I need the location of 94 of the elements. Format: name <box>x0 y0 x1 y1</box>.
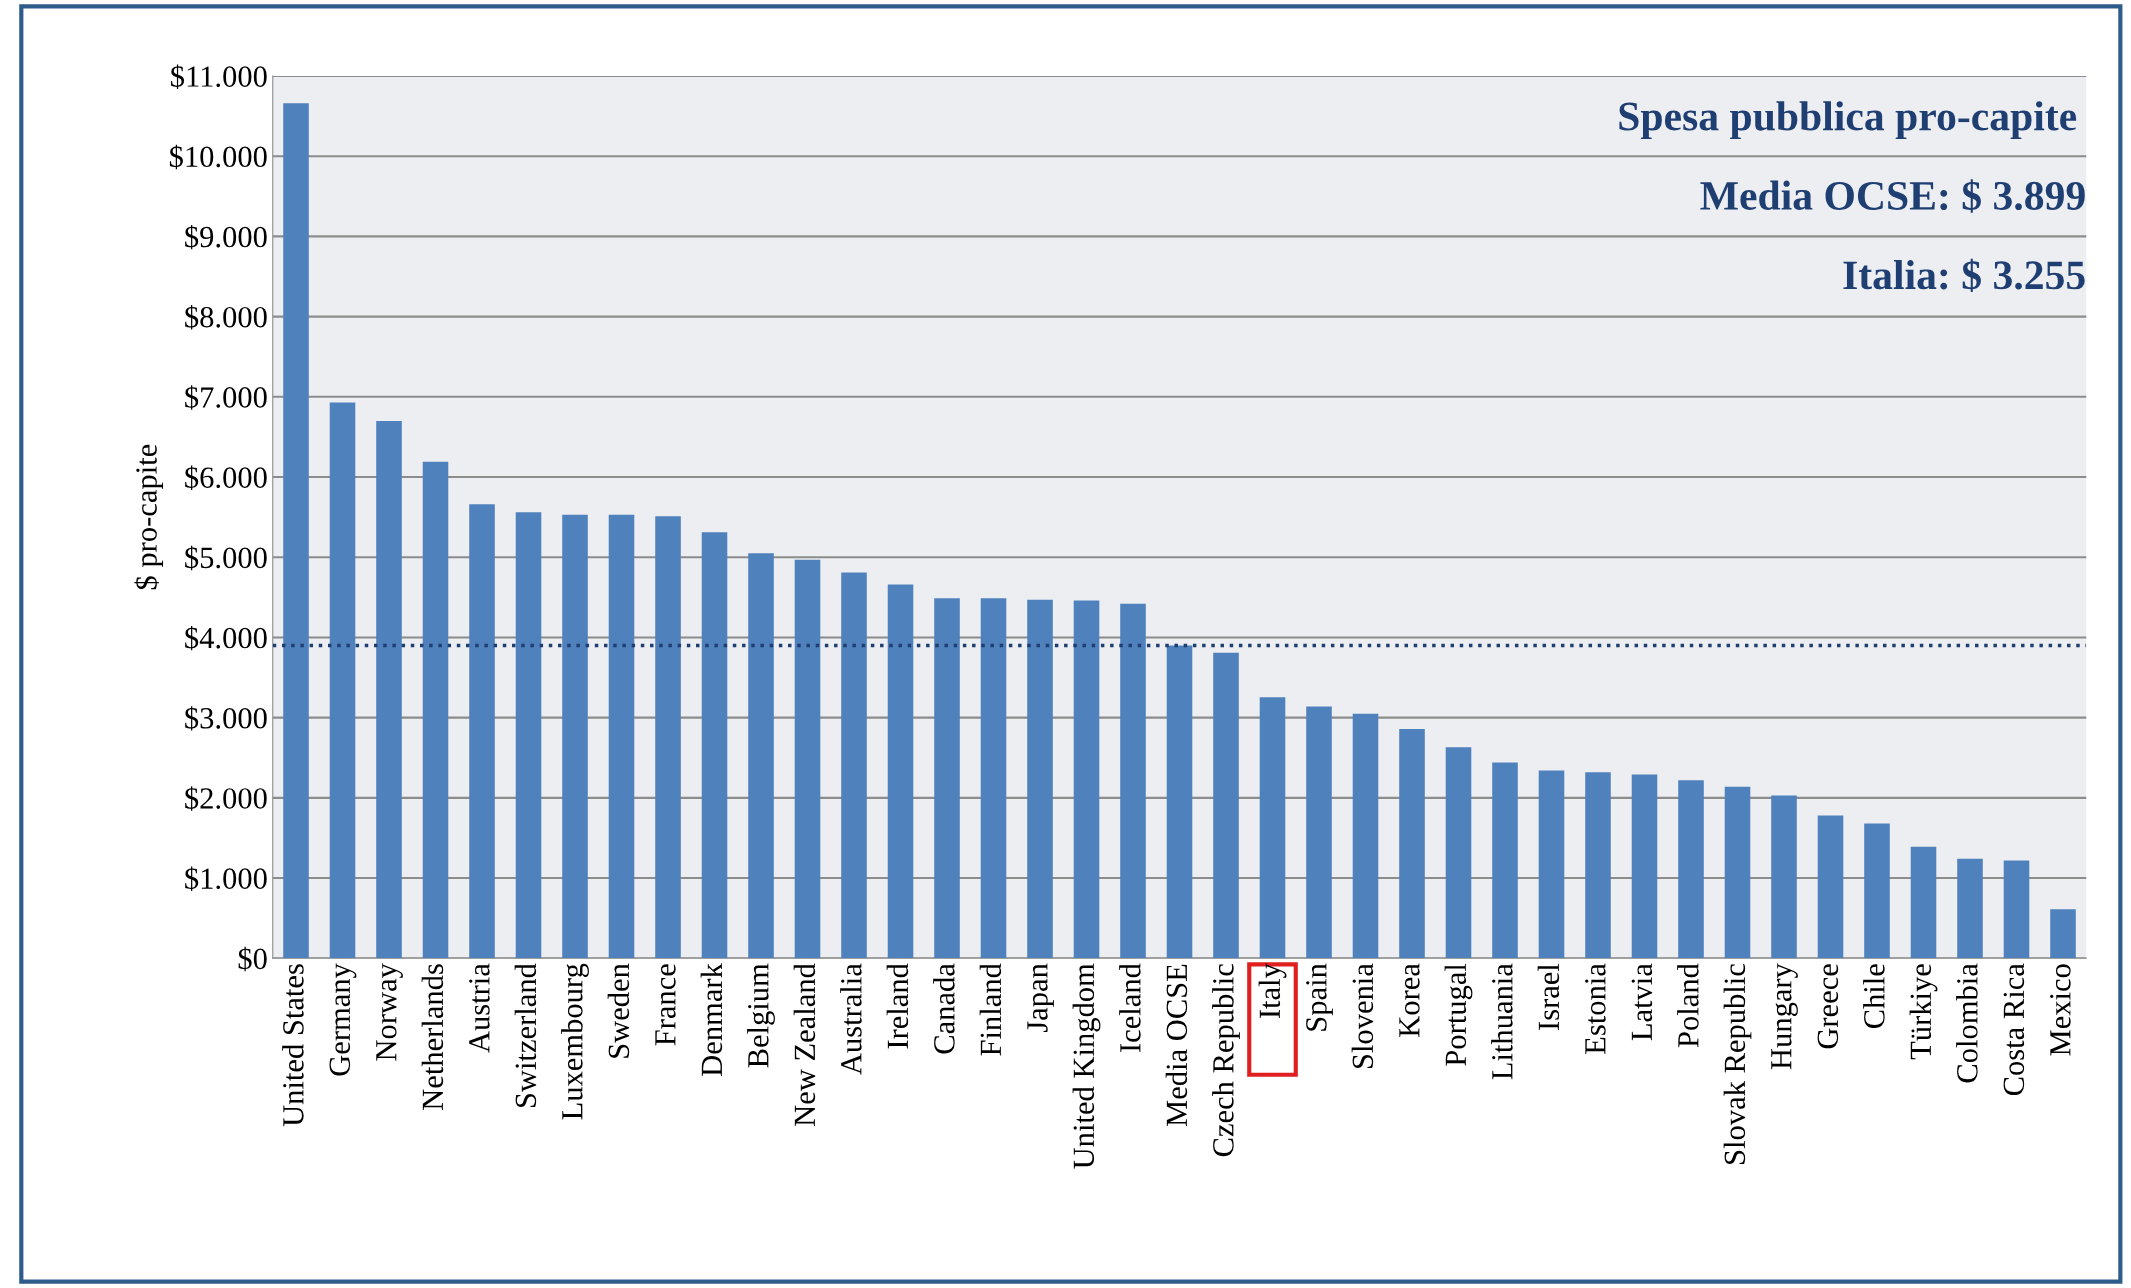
x-tick-label: France <box>655 964 676 1046</box>
y-axis-title: $ pro-capite <box>134 444 164 590</box>
x-tick-label: Portugal <box>1444 963 1473 1066</box>
bar <box>1027 599 1053 959</box>
x-tick-label: Germany <box>329 963 357 1076</box>
bar <box>2050 909 2076 959</box>
bar <box>701 532 728 959</box>
x-tick-label: Czech Republic <box>1212 964 1240 1157</box>
x-tick-label: Norway <box>376 963 403 1061</box>
x-tick-label: Sweden <box>607 963 630 1058</box>
x-tick-label: Austria <box>469 963 490 1053</box>
x-tick-label: Costa Rica <box>2003 963 2025 1096</box>
bar <box>655 516 681 959</box>
x-tick-label: Greece <box>1817 964 1839 1049</box>
y-tick-label: $2.000 <box>185 786 267 811</box>
x-tick-label: Slovak Republic <box>1723 964 1752 1164</box>
x-tick-label: Iceland <box>1119 963 1141 1052</box>
y-tick-label: $3.000 <box>185 706 267 731</box>
x-tick-label: Slovenia <box>1351 963 1374 1069</box>
bar <box>887 584 914 959</box>
bar <box>841 572 867 959</box>
x-tick-label: Colombia <box>1956 963 1978 1083</box>
bar <box>1073 600 1100 959</box>
x-tick-label: Chile <box>1863 964 1885 1029</box>
x-tick-label: Korea <box>1399 963 1420 1037</box>
x-tick-label: Belgium <box>747 963 775 1068</box>
x-tick-label: Lithuania <box>1491 963 1513 1080</box>
bar <box>1213 652 1239 959</box>
x-tick-label: Australia <box>840 963 862 1075</box>
bar <box>515 512 542 959</box>
bar <box>1445 747 1472 959</box>
x-tick-label: Finland <box>979 963 1002 1056</box>
y-tick-label: $5.000 <box>185 545 267 571</box>
y-tick-label: $10.000 <box>169 144 267 170</box>
x-tick-label: Hungary <box>1771 963 1798 1070</box>
x-tick-label: United Kingdom <box>1072 963 1101 1169</box>
x-tick-label: Türkiye <box>1909 964 1938 1060</box>
annotation: Italia: $ 3.255 <box>1843 258 2085 293</box>
x-tick-label: New Zealand <box>793 963 816 1126</box>
bar <box>1910 846 1937 959</box>
bar <box>1259 697 1286 959</box>
bar <box>1678 780 1704 959</box>
bar <box>1492 762 1518 959</box>
bar <box>1817 815 1844 959</box>
x-tick-label: Media OCSE <box>1165 964 1188 1127</box>
bar <box>283 103 309 959</box>
bar <box>1585 772 1611 959</box>
bar <box>794 559 821 959</box>
x-tick-label: Canada <box>933 963 955 1054</box>
bar <box>1864 823 1890 959</box>
bar <box>2003 860 2030 959</box>
bar <box>1352 713 1379 959</box>
x-tick-label: Japan <box>1027 963 1054 1033</box>
x-tick-label: Luxembourg <box>561 963 589 1120</box>
x-tick-label: Switzerland <box>514 963 537 1108</box>
bar <box>1120 603 1146 959</box>
x-tick-label: Ireland <box>886 963 909 1049</box>
x-tick-label: Denmark <box>700 963 723 1076</box>
bar <box>376 420 402 959</box>
bar <box>980 598 1007 959</box>
x-tick-label: Italy <box>1258 963 1287 1019</box>
bar <box>1538 770 1565 959</box>
y-tick-label: $6.000 <box>185 465 267 490</box>
x-tick-label: Netherlands <box>421 964 444 1110</box>
bar <box>1724 786 1751 959</box>
bar <box>562 514 588 959</box>
bar <box>934 598 960 959</box>
bar <box>422 461 449 959</box>
y-tick-label: $1.000 <box>185 866 267 891</box>
x-tick-label: Poland <box>1677 963 1699 1048</box>
bar <box>1166 645 1193 959</box>
text: Spesa pubblica pro-capite <box>1619 101 2077 139</box>
y-tick-label: $0 <box>238 946 267 972</box>
y-tick-label: $11.000 <box>171 64 267 89</box>
x-tick-label: Israel <box>1537 963 1560 1030</box>
bar <box>469 504 495 959</box>
bar <box>748 553 774 959</box>
bar <box>1306 706 1332 959</box>
bar <box>1631 774 1658 959</box>
annotation: Media OCSE: $ 3.899 <box>1700 179 2085 213</box>
x-tick-label: United States <box>282 964 304 1127</box>
y-tick-label: $7.000 <box>185 385 267 410</box>
bar <box>1771 795 1797 959</box>
x-tick-label: Estonia <box>1585 963 1606 1054</box>
x-tick-label: Latvia <box>1631 963 1653 1041</box>
x-tick-label: Mexico <box>2050 964 2071 1056</box>
bar <box>1957 858 1983 959</box>
bar <box>329 402 356 959</box>
y-tick-label: $4.000 <box>185 625 267 651</box>
y-tick-label: $9.000 <box>185 224 267 250</box>
bar <box>1399 728 1425 959</box>
y-tick-label: $8.000 <box>185 305 267 330</box>
bar <box>608 514 635 959</box>
x-tick-label: Spain <box>1306 963 1333 1031</box>
